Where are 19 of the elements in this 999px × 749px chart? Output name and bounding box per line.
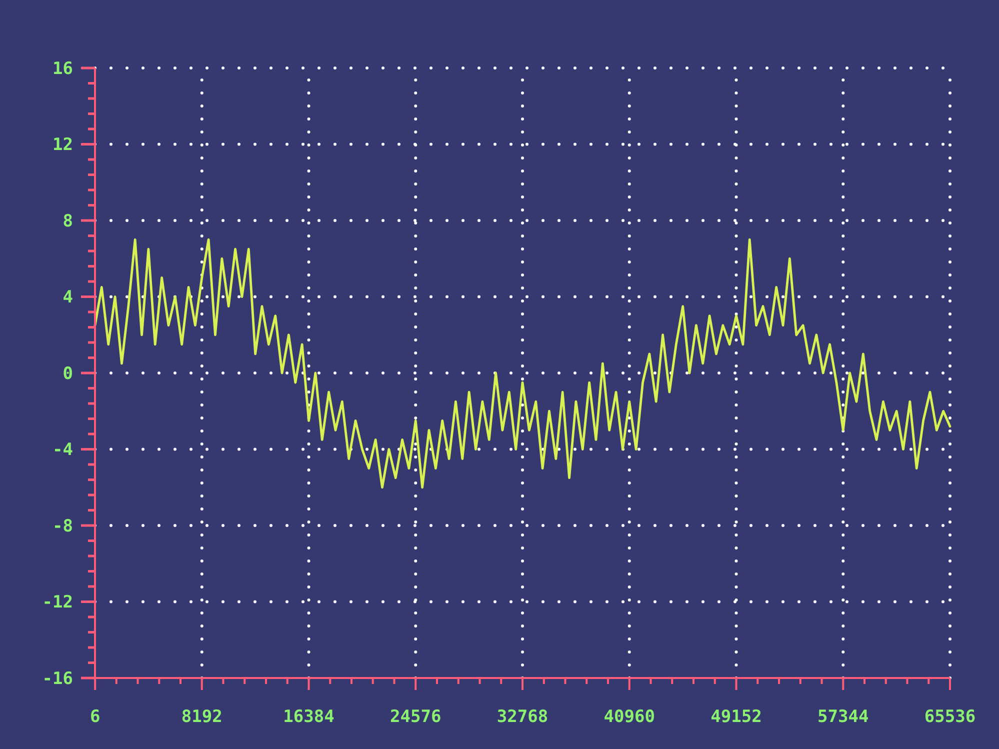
x-tick-label: 65536 [924,707,976,727]
y-tick-label: -16 [42,668,73,689]
x-tick-label: 16384 [283,707,334,727]
x-tick-label: 49152 [710,707,762,727]
y-tick-label: 0 [62,364,73,384]
x-tick-label: 8192 [181,707,222,727]
y-tick-label: -8 [52,516,73,536]
x-tick-label: 24576 [390,707,442,727]
y-tick-label: 16 [52,58,73,79]
x-tick-label: 40960 [604,707,655,727]
x-tick-label: 57344 [818,707,869,727]
y-tick-label: -4 [52,440,73,460]
y-tick-label: 8 [62,211,73,232]
x-tick-label: 6 [90,707,100,727]
line-series [94,238,952,489]
x-tick-label: 32768 [496,707,548,727]
y-tick-label: 4 [62,288,73,308]
y-tick-label: -12 [42,592,73,613]
y-tick-label: 12 [52,135,73,156]
